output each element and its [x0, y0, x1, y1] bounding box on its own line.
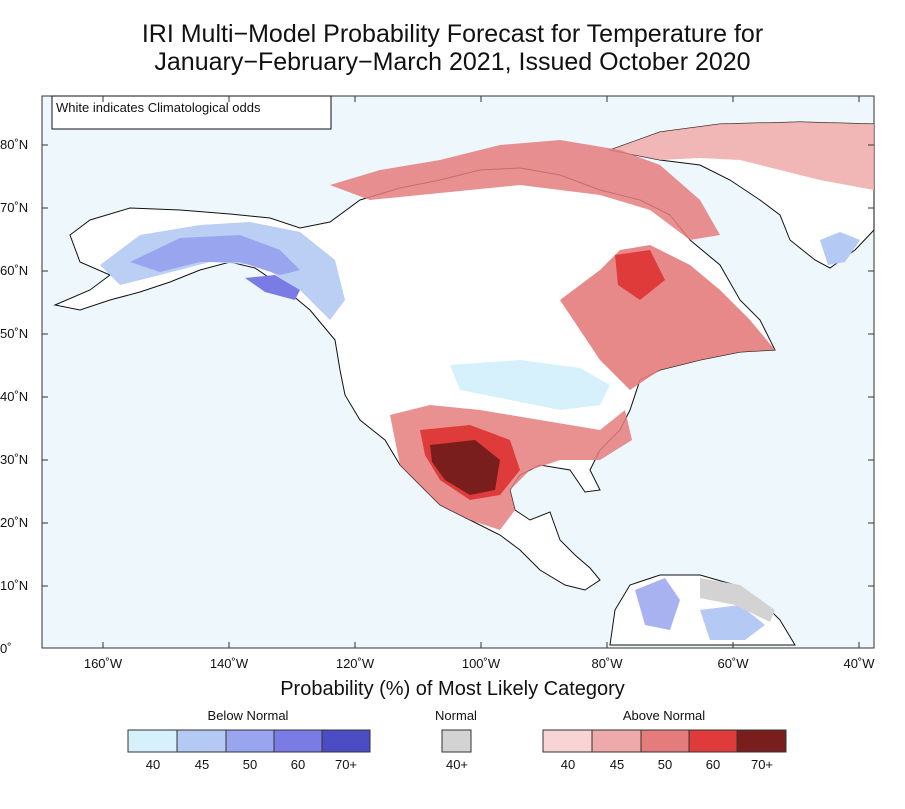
lon-label-160w: 160˚W: [84, 656, 123, 671]
longitude-axis: 160˚W 140˚W 120˚W 100˚W 80˚W 60˚W 40˚W: [84, 96, 875, 671]
cool-anomaly-alaska: [100, 222, 345, 320]
legend-below-45: [176, 729, 227, 753]
legend-normal: [441, 729, 472, 753]
lon-label-40w: 40˚W: [843, 656, 875, 671]
lon-label-140w: 140˚W: [210, 656, 249, 671]
lat-label-0: 0˚: [0, 641, 12, 656]
legend-below-normal: [127, 729, 371, 753]
legend-above-50: [640, 729, 690, 753]
greenland-anomaly: [610, 122, 874, 190]
warm-anomaly-core: [430, 440, 500, 495]
warm-anomaly-hudson-core: [615, 250, 665, 300]
cool-anomaly-central-us: [450, 360, 610, 410]
legend-below-40: [127, 729, 178, 753]
cool-anomaly-south-america: [635, 578, 680, 630]
legend-above-45: [591, 729, 642, 753]
lat-label-30: 30˚N: [0, 452, 28, 467]
legend-above-value-60: 60: [705, 757, 721, 772]
legend-normal-label: Normal: [435, 708, 477, 723]
legend-below-value-60: 60: [290, 757, 306, 772]
lon-label-100w: 100˚W: [462, 656, 501, 671]
lat-label-10: 10˚N: [0, 578, 28, 593]
lon-label-120w: 120˚W: [336, 656, 375, 671]
map-title-line2: January−February−March 2021, Issued Octo…: [154, 48, 751, 76]
legend-above-value-45: 45: [609, 757, 625, 772]
legend-above-value-50: 50: [657, 757, 673, 772]
greenland-south-cool: [820, 232, 860, 265]
legend-below-50: [225, 729, 275, 753]
lat-label-80: 80˚N: [0, 137, 28, 152]
legend-below-value-45: 45: [194, 757, 210, 772]
legend-normal-40: [441, 729, 472, 753]
legend-above-60: [688, 729, 738, 753]
normal-anomaly-guianas: [700, 578, 775, 622]
legend-below-value-70: 70+: [334, 757, 358, 772]
lon-label-60w: 60˚W: [717, 656, 749, 671]
map-title-line1: IRI Multi−Model Probability Forecast for…: [141, 20, 764, 48]
cool-anomaly-alaska-core: [130, 235, 300, 275]
legend-above-value-70: 70+: [750, 757, 774, 772]
legend-below-60: [273, 729, 323, 753]
legend-below-label: Below Normal: [207, 708, 289, 723]
latitude-axis: 80˚N 70˚N 60˚N 50˚N 40˚N 30˚N 20˚N 10˚N …: [0, 137, 874, 656]
lat-label-70: 70˚N: [0, 200, 28, 215]
legend-below-value-50: 50: [242, 757, 258, 772]
lat-label-20: 20˚N: [0, 515, 28, 530]
lat-label-40: 40˚N: [0, 389, 28, 404]
cool-anomaly-gulf: [245, 275, 300, 300]
legend-below-70: [321, 729, 371, 753]
lat-label-50: 50˚N: [0, 326, 28, 341]
lat-label-60: 60˚N: [0, 263, 28, 278]
legend-above-value-40: 40: [560, 757, 576, 772]
legend-above-normal: [542, 729, 787, 753]
warm-anomaly-arctic: [330, 140, 720, 240]
lon-label-80w: 80˚W: [591, 656, 623, 671]
warm-anomaly-east-canada: [560, 245, 775, 390]
climatology-note-box: [51, 95, 332, 130]
cool-anomaly-south-america-east: [700, 605, 765, 640]
north-america: [53, 167, 776, 591]
legend-normal-value: 40+: [445, 757, 469, 772]
legend-below-value-40: 40: [145, 757, 161, 772]
legend-above-label: Above Normal: [622, 708, 706, 723]
legend-above-70: [736, 729, 787, 753]
legend-above-40: [542, 729, 593, 753]
climatology-note: White indicates Climatological odds: [56, 100, 261, 115]
legend-title: Probability (%) of Most Likely Category: [280, 678, 625, 700]
